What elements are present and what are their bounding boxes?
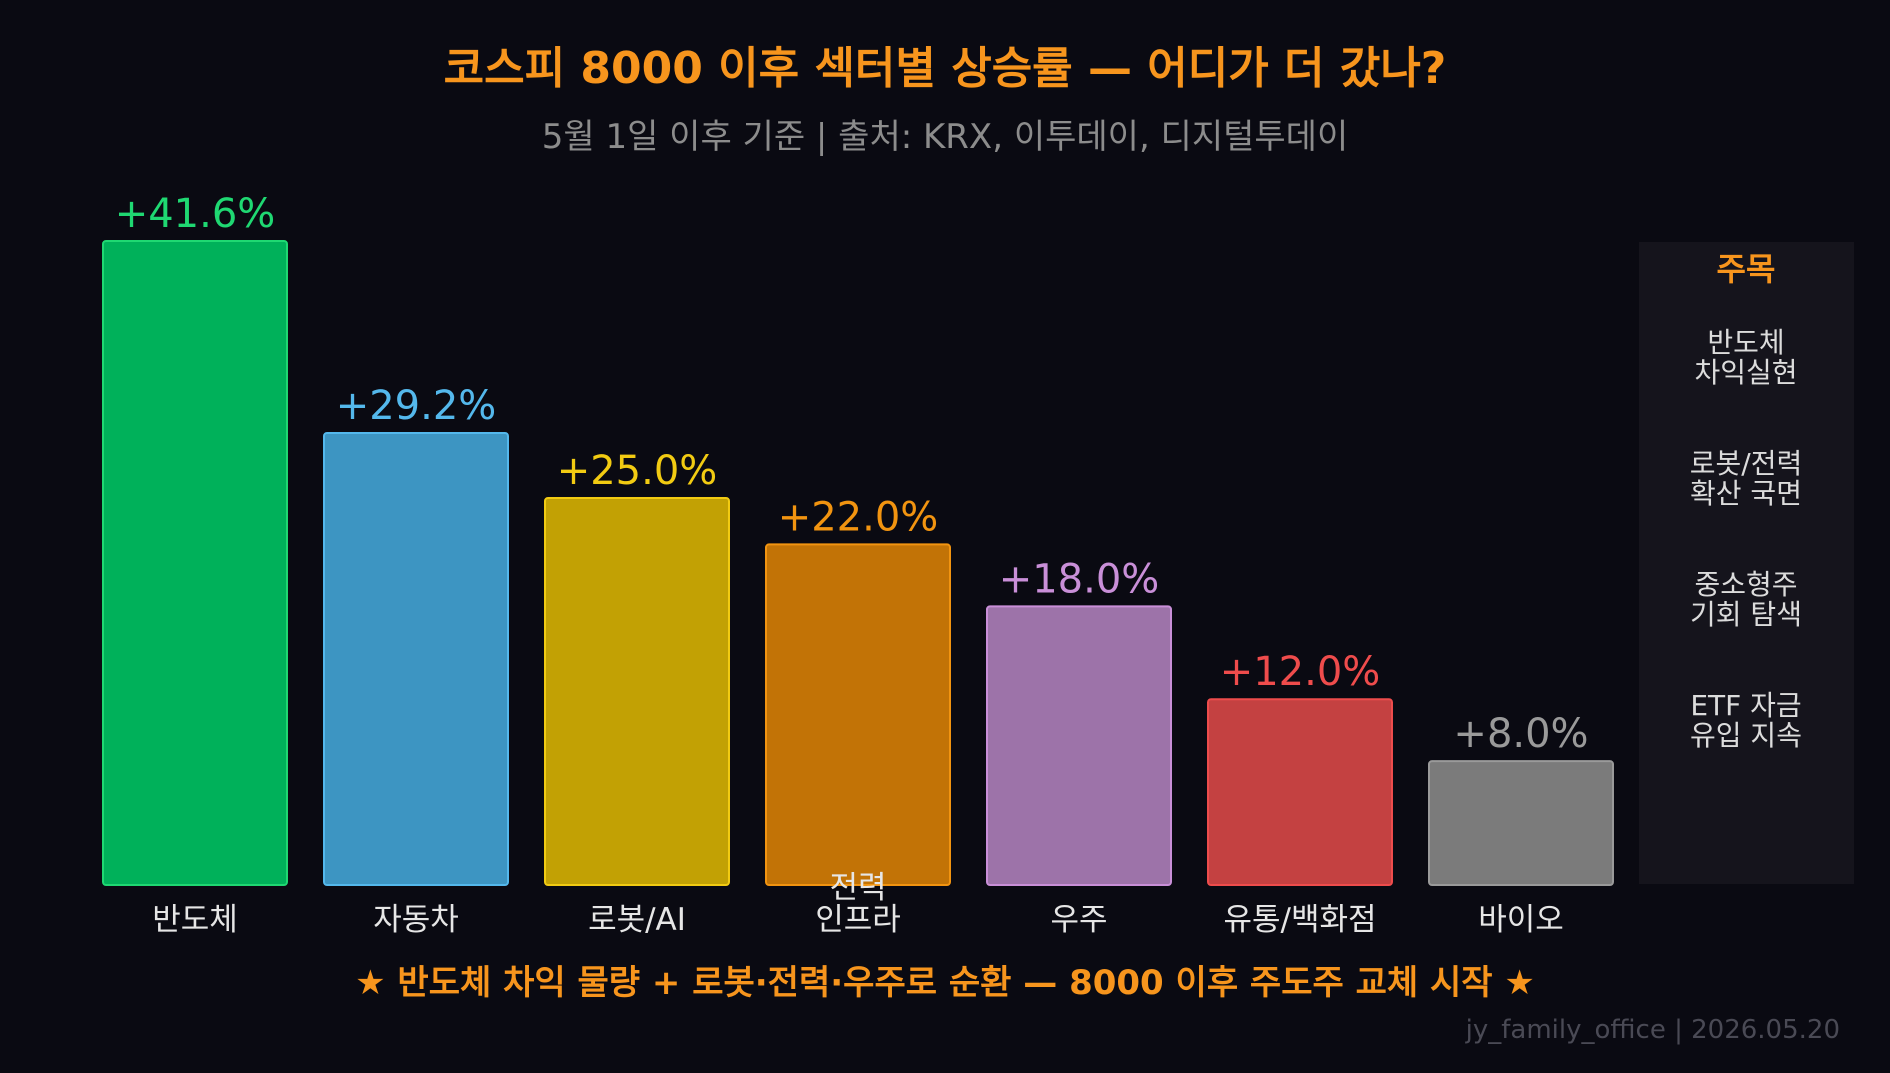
category-label-1: 자동차 (373, 902, 459, 938)
sidebar-item-0-line-0: 반도체 (1707, 326, 1784, 359)
sidebar-item-3-line-1: 유입 지속 (1690, 719, 1802, 752)
category-label-5: 유통/백화점 (1223, 902, 1376, 938)
footer-headline: ★ 반도체 차익 물량 + 로봇·전력·우주로 순환 — 8000 이후 주도주… (355, 963, 1535, 1003)
bar-3 (765, 543, 951, 887)
value-label-6: +8.0% (1453, 711, 1588, 757)
value-label-5: +12.0% (1220, 649, 1381, 695)
chart-subtitle: 5월 1일 이후 기준 | 출처: KRX, 이투데이, 디지털투데이 (542, 117, 1349, 157)
value-label-0: +41.6% (115, 191, 276, 237)
value-label-2: +25.0% (557, 448, 718, 494)
sidebar-item-1-line-1: 확산 국면 (1690, 477, 1802, 510)
category-label-3-line-0: 전력 (829, 870, 886, 906)
sidebar-item-2-line-0: 중소형주 (1694, 568, 1797, 601)
category-label-2: 로봇/AI (588, 902, 686, 938)
category-label-4: 우주 (1050, 902, 1107, 938)
sidebar-item-3-line-0: ETF 자금 (1690, 689, 1801, 722)
value-label-4: +18.0% (999, 556, 1160, 602)
sidebar-panel (1639, 242, 1854, 884)
category-label-3-line-1: 인프라 (815, 902, 901, 938)
footer-credit: jy_family_office | 2026.05.20 (1465, 1015, 1840, 1045)
sidebar-title: 주목 (1717, 250, 1776, 288)
sidebar-item-0-line-1: 차익실현 (1694, 356, 1797, 389)
chart-title: 코스피 8000 이후 섹터별 상승률 — 어디가 더 갔나? (444, 43, 1447, 94)
bar-4 (986, 605, 1172, 886)
value-labels-group: +41.6% +29.2% +25.0% +22.0% +18.0% +12.0% +8.0… (115, 191, 1589, 757)
bar-0 (102, 240, 288, 886)
bars-group (102, 240, 1614, 887)
sidebar-item-2-line-1: 기회 탐색 (1690, 598, 1802, 631)
bar-2 (544, 496, 730, 886)
bar-5 (1207, 698, 1393, 886)
bar-6 (1428, 760, 1614, 887)
sidebar-item-1-line-0: 로봇/전력 (1690, 447, 1802, 480)
value-label-3: +22.0% (778, 494, 939, 540)
category-label-6: 바이오 (1478, 902, 1564, 938)
value-label-1: +29.2% (336, 383, 497, 429)
bar-1 (323, 431, 509, 886)
category-label-0: 반도체 (152, 902, 238, 938)
